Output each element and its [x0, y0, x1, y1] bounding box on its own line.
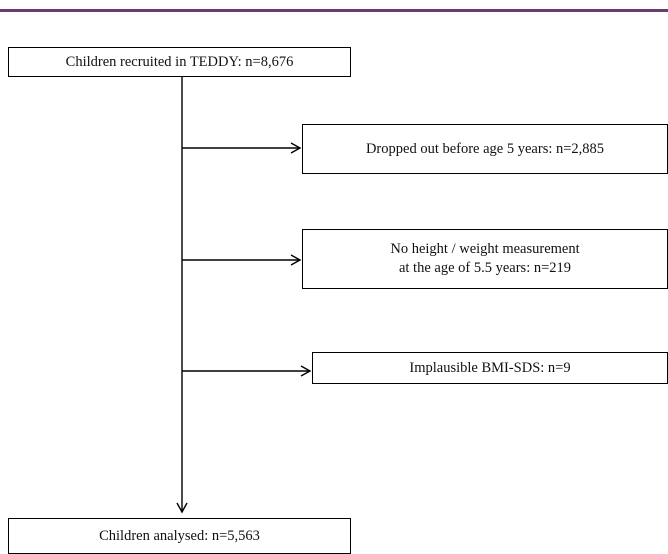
dropped-out-box: Dropped out before age 5 years: n=2,885 — [302, 124, 668, 174]
no-measurement-box: No height / weight measurement at the ag… — [302, 229, 668, 289]
no-measurement-label-line1: No height / weight measurement — [390, 241, 580, 257]
header-divider-bar — [0, 9, 668, 12]
implausible-label: Implausible BMI-SDS: n=9 — [409, 359, 571, 376]
dropped-out-label: Dropped out before age 5 years: n=2,885 — [365, 140, 605, 157]
recruited-label: Children recruited in TEDDY: n=8,676 — [65, 53, 294, 70]
implausible-box: Implausible BMI-SDS: n=9 — [312, 352, 668, 384]
recruited-box: Children recruited in TEDDY: n=8,676 — [8, 47, 351, 77]
analysed-label: Children analysed: n=5,563 — [99, 527, 260, 544]
no-measurement-label-line2: at the age of 5.5 years: n=219 — [398, 260, 572, 276]
analysed-box: Children analysed: n=5,563 — [8, 518, 351, 554]
